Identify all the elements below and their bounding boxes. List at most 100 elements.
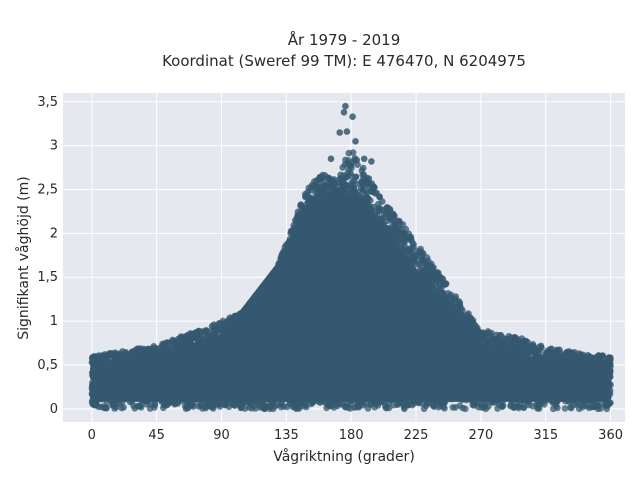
data-point xyxy=(605,355,612,363)
data-point xyxy=(409,395,416,403)
data-point xyxy=(142,346,149,353)
data-point xyxy=(372,269,379,277)
data-point xyxy=(292,235,300,243)
data-point xyxy=(487,331,494,339)
data-point xyxy=(422,396,429,404)
data-point xyxy=(603,400,611,408)
data-point xyxy=(339,195,347,202)
data-point xyxy=(278,395,285,403)
data-point xyxy=(455,325,463,333)
data-point xyxy=(319,248,326,256)
data-point xyxy=(571,363,578,371)
data-point xyxy=(273,273,280,280)
data-point xyxy=(233,342,241,350)
data-point xyxy=(419,275,427,282)
data-point xyxy=(183,395,191,403)
data-point xyxy=(446,316,453,323)
data-point xyxy=(203,363,211,370)
data-point xyxy=(140,356,147,364)
data-point xyxy=(130,366,137,374)
data-point xyxy=(165,356,172,363)
data-point xyxy=(382,289,390,296)
data-point xyxy=(179,337,187,345)
data-point xyxy=(286,399,293,407)
data-point xyxy=(396,273,404,281)
x-tick-label: 180 xyxy=(339,428,364,443)
data-point xyxy=(349,149,357,156)
data-point xyxy=(237,311,244,319)
y-tick-label: 3 xyxy=(50,139,58,154)
data-point xyxy=(410,240,417,248)
data-point xyxy=(185,364,193,371)
y-tick-label: 2 xyxy=(50,226,58,241)
data-point xyxy=(370,213,378,221)
data-point xyxy=(335,257,343,264)
data-point xyxy=(383,240,391,247)
data-point xyxy=(285,248,293,255)
data-point xyxy=(378,238,385,245)
data-point xyxy=(478,404,486,411)
data-point xyxy=(366,278,373,285)
data-point xyxy=(379,222,386,229)
data-point xyxy=(101,373,108,381)
data-point xyxy=(90,374,98,382)
data-point xyxy=(316,218,323,226)
data-point xyxy=(508,396,515,404)
data-point xyxy=(146,357,154,365)
data-point xyxy=(278,272,286,279)
data-point xyxy=(487,351,495,358)
data-point xyxy=(517,344,525,352)
data-point xyxy=(499,402,507,409)
data-point xyxy=(282,286,290,293)
data-point xyxy=(371,403,379,411)
data-point xyxy=(151,347,159,355)
data-point xyxy=(319,204,327,212)
data-point xyxy=(357,250,364,257)
data-point xyxy=(179,351,187,359)
data-point xyxy=(432,304,439,312)
data-point xyxy=(448,395,456,403)
data-point xyxy=(130,402,137,410)
data-point xyxy=(315,278,322,286)
x-tick-label: 90 xyxy=(213,428,230,443)
data-point xyxy=(422,402,430,410)
data-point xyxy=(217,320,224,327)
data-point xyxy=(326,268,333,276)
data-point xyxy=(311,208,318,215)
data-point xyxy=(577,362,584,369)
data-point xyxy=(346,220,354,227)
data-point xyxy=(447,291,455,299)
data-point xyxy=(407,250,415,258)
data-point xyxy=(579,397,587,405)
data-point xyxy=(554,396,562,404)
data-point xyxy=(290,225,297,233)
data-point xyxy=(412,311,419,319)
data-point xyxy=(315,183,322,190)
data-point xyxy=(469,398,477,406)
data-point xyxy=(434,272,442,279)
data-point xyxy=(485,403,492,410)
data-point xyxy=(279,252,286,260)
data-point xyxy=(271,395,279,403)
data-point xyxy=(449,303,457,310)
data-point xyxy=(253,312,261,319)
data-point xyxy=(439,320,447,327)
data-point xyxy=(575,405,583,413)
data-point xyxy=(339,399,346,407)
data-point xyxy=(331,397,338,405)
data-point xyxy=(168,341,175,348)
data-point xyxy=(436,291,443,299)
data-point xyxy=(352,244,360,251)
data-point xyxy=(90,393,97,401)
data-point xyxy=(482,346,489,354)
data-point xyxy=(186,402,193,410)
data-point xyxy=(361,218,368,225)
data-point xyxy=(507,334,515,341)
data-point xyxy=(418,255,426,263)
data-point xyxy=(425,277,433,285)
data-point xyxy=(409,263,417,271)
data-point xyxy=(509,345,517,352)
data-point xyxy=(319,178,327,186)
data-point xyxy=(368,206,376,214)
